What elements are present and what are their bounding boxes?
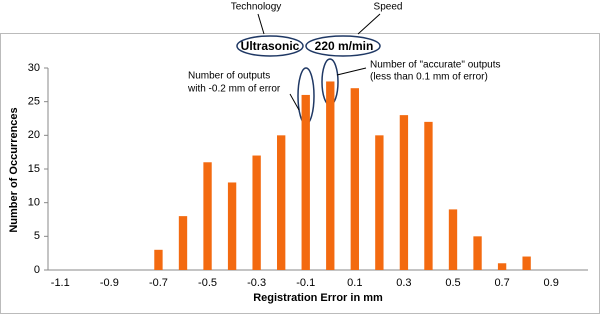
bar bbox=[326, 81, 335, 270]
y-tick-label: 10 bbox=[28, 197, 40, 209]
y-tick-label: 30 bbox=[28, 62, 40, 74]
bar bbox=[301, 94, 310, 270]
x-tick-label: 0.9 bbox=[544, 277, 559, 289]
highlight-ellipse bbox=[305, 35, 381, 57]
arrow bbox=[336, 67, 367, 76]
x-tick-label: -0.1 bbox=[296, 277, 315, 289]
y-tick-label: 0 bbox=[34, 264, 40, 276]
chart-frame bbox=[0, 33, 600, 314]
x-tick-label: -0.9 bbox=[100, 277, 119, 289]
arrow bbox=[257, 13, 265, 35]
speed-value: 220 m/min bbox=[315, 39, 374, 53]
bar bbox=[227, 182, 237, 270]
bar bbox=[277, 135, 286, 270]
annotation: with -0.2 mm of error bbox=[187, 84, 281, 95]
x-tick-label: 0.3 bbox=[396, 277, 411, 289]
bar bbox=[448, 209, 458, 270]
x-tick-label: -0.5 bbox=[198, 277, 217, 289]
annotation: (less than 0.1 mm of error) bbox=[370, 72, 488, 83]
bar bbox=[473, 236, 482, 270]
y-tick-label: 20 bbox=[28, 129, 40, 141]
x-tick-label: 0.1 bbox=[347, 277, 362, 289]
bar bbox=[252, 155, 261, 270]
technology-label: Technology bbox=[231, 2, 282, 13]
y-tick-label: 25 bbox=[28, 96, 40, 108]
y-tick-label: 5 bbox=[34, 230, 40, 242]
x-tick-label: 0.7 bbox=[494, 277, 509, 289]
bar bbox=[497, 263, 507, 270]
bar bbox=[178, 216, 188, 270]
technology-value: Ultrasonic bbox=[241, 39, 300, 53]
speed-label: Speed bbox=[374, 2, 403, 13]
annotation: Number of outputs bbox=[188, 71, 270, 82]
bar bbox=[203, 162, 212, 270]
x-tick-label: 0.5 bbox=[445, 277, 460, 289]
bar bbox=[350, 88, 359, 270]
bar bbox=[522, 256, 531, 270]
annotation: Number of "accurate" outputs bbox=[370, 60, 501, 71]
arrow bbox=[289, 93, 300, 111]
bar bbox=[375, 135, 384, 270]
x-tick-label: -0.3 bbox=[247, 277, 266, 289]
bar bbox=[154, 249, 163, 270]
x-tick-label: -1.1 bbox=[51, 277, 70, 289]
x-axis-title: Registration Error in mm bbox=[253, 292, 383, 304]
highlight-ellipse bbox=[236, 35, 304, 57]
y-axis-title: Number of Occurrences bbox=[8, 107, 20, 232]
arrow bbox=[357, 13, 381, 35]
bar bbox=[399, 115, 409, 270]
y-tick-label: 15 bbox=[28, 163, 40, 175]
bar bbox=[424, 121, 433, 270]
x-tick-label: -0.7 bbox=[149, 277, 168, 289]
